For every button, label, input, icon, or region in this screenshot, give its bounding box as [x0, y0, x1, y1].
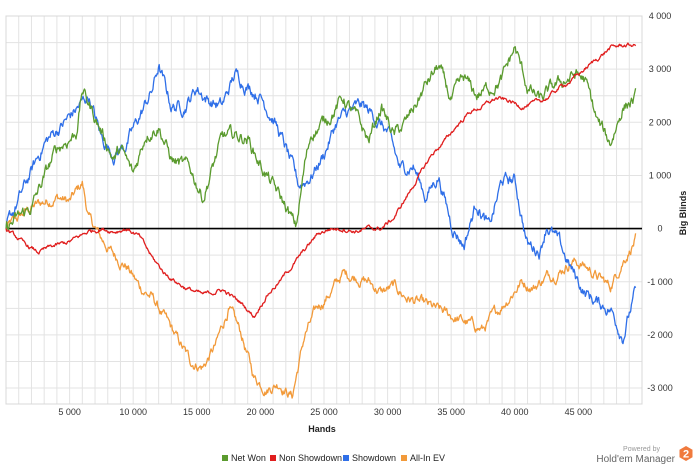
brand-badge-icon	[679, 446, 693, 461]
legend-swatch	[270, 455, 276, 461]
series-line-showdown	[5, 63, 637, 345]
series-line-all-in-ev	[5, 180, 637, 399]
legend-swatch	[222, 455, 228, 461]
brand-logo: Powered by Hold'em Manager 2	[596, 446, 693, 465]
x-tick-label: 40 000	[501, 407, 529, 417]
legend-label: Showdown	[352, 453, 396, 463]
y-tick-label: -3 000	[647, 383, 673, 393]
series-lines	[5, 42, 637, 399]
y-axis-ticks: 4 000 3 000 2 000 1 000 0 -1 000 -2 000 -3 000	[647, 11, 673, 393]
y-tick-label: 2 000	[649, 117, 672, 127]
x-tick-label: 15 000	[183, 407, 211, 417]
grid	[5, 15, 643, 405]
x-tick-label: 10 000	[119, 407, 147, 417]
legend: Net Won Non Showdown Showdown All-In EV	[222, 453, 445, 463]
y-tick-label: 1 000	[649, 170, 672, 180]
x-tick-label: 35 000	[437, 407, 465, 417]
legend-swatch	[401, 455, 407, 461]
x-tick-label: 25 000	[310, 407, 338, 417]
series-line-net-won	[5, 46, 637, 231]
brand-name-text: Hold'em Manager	[596, 454, 675, 465]
powered-by-text: Powered by	[623, 446, 660, 453]
y-axis-title: Big Blinds	[678, 191, 688, 236]
y-tick-label: -2 000	[647, 330, 673, 340]
x-tick-label: 45 000	[565, 407, 593, 417]
y-tick-label: 4 000	[649, 11, 672, 21]
x-axis-title: Hands	[308, 424, 336, 434]
y-tick-label: 3 000	[649, 64, 672, 74]
brand-badge-number: 2	[683, 449, 689, 461]
plot-area-border	[5, 15, 643, 405]
legend-label: All-In EV	[410, 453, 445, 463]
y-tick-label: -1 000	[647, 277, 673, 287]
x-tick-label: 30 000	[374, 407, 402, 417]
legend-swatch	[343, 455, 349, 461]
x-axis-ticks: 5 000 10 000 15 000 20 000 25 000 30 000 35 00…	[58, 407, 592, 417]
x-tick-label: 20 000	[247, 407, 275, 417]
x-tick-label: 5 000	[58, 407, 81, 417]
legend-label: Net Won	[231, 453, 266, 463]
y-tick-label: 0	[657, 224, 662, 234]
legend-label: Non Showdown	[279, 453, 342, 463]
series-line-non-showdown	[5, 42, 637, 318]
